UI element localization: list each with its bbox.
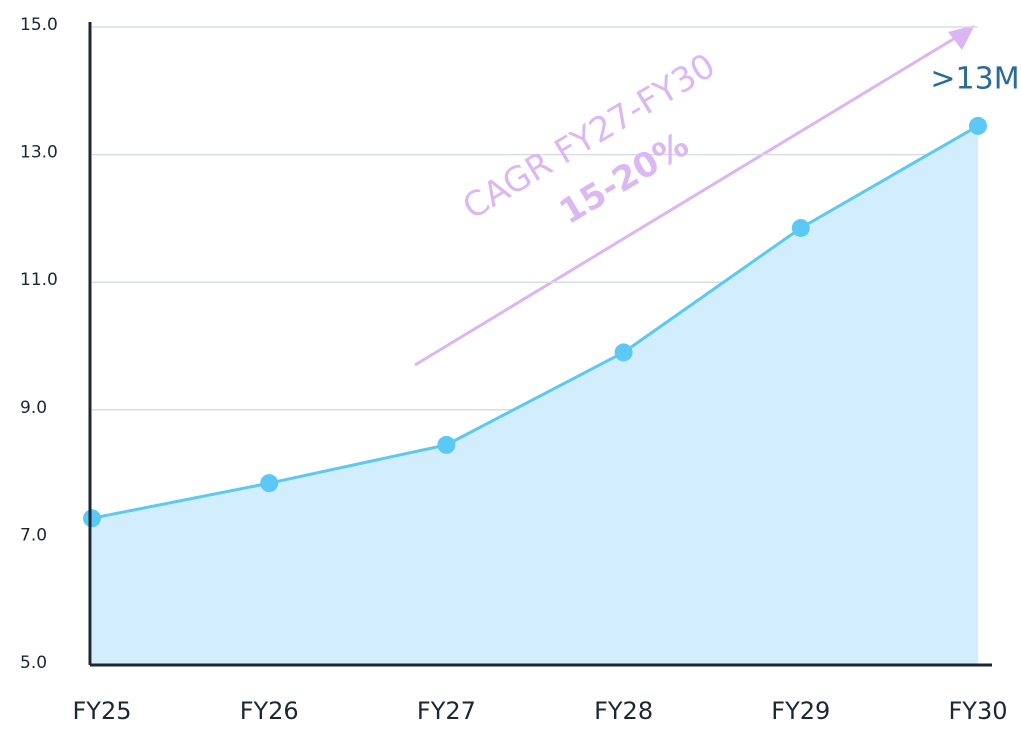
point xyxy=(969,116,987,135)
x-tick-label: FY26 xyxy=(240,697,299,725)
y-tick-label: 15.0 xyxy=(20,15,58,35)
point xyxy=(614,343,633,362)
trend-arrow xyxy=(414,33,961,367)
plot: 5.0 7.0 9.0 11.0 13.0 15.0 FY25 FY26 FY27 FY28 FY2… xyxy=(20,15,1008,725)
line xyxy=(91,124,979,520)
point xyxy=(83,509,101,528)
x-tick-label: FY29 xyxy=(771,697,830,725)
x-tick-label: FY30 xyxy=(948,697,1007,725)
y-tick-label: 5.0 xyxy=(20,653,47,673)
point xyxy=(260,474,279,493)
y-tick-label: 11.0 xyxy=(20,270,58,290)
x-tick-label: FY28 xyxy=(594,697,653,725)
x-tick-label: FY27 xyxy=(417,697,476,725)
point xyxy=(791,218,810,237)
point xyxy=(437,435,456,454)
y-tick-label: 7.0 xyxy=(20,525,47,545)
end-label: >13M xyxy=(930,62,1019,97)
y-tick-label: 13.0 xyxy=(20,143,58,163)
area xyxy=(92,125,978,665)
y-tick-label: 9.0 xyxy=(20,398,47,418)
arrow-head xyxy=(948,25,975,50)
x-tick-label: FY25 xyxy=(72,697,131,725)
